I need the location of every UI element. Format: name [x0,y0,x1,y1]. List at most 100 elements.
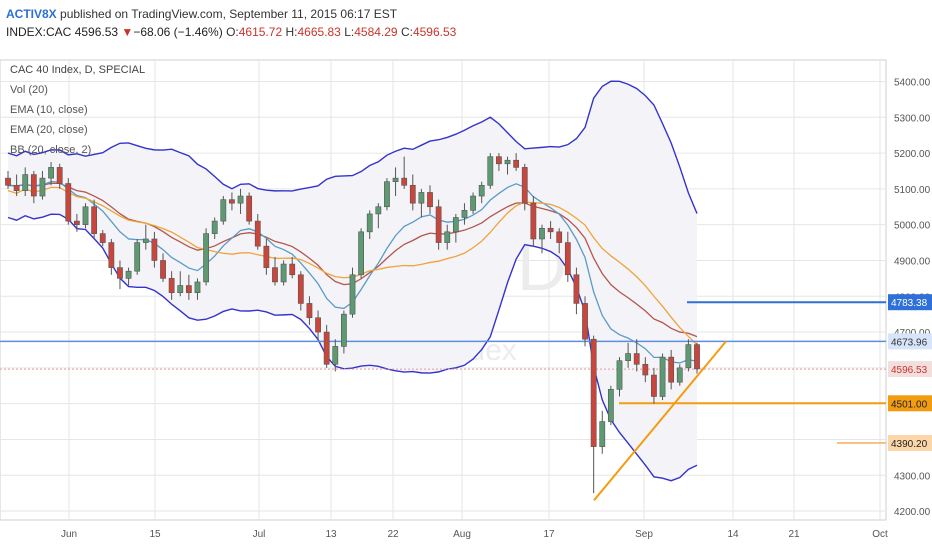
candle [513,153,520,171]
y-tick-label: 5100.00 [894,185,931,196]
price-label-text: 4783.38 [891,298,928,309]
candle-body [125,270,132,279]
candle-body [254,220,261,247]
candle [504,156,511,175]
candle-body [539,227,545,240]
candle [478,181,485,204]
high-label: H: [285,25,298,39]
candle [5,170,11,189]
legend-study-ema10[interactable]: EMA (10, close) [10,104,88,116]
candle [263,238,270,275]
x-tick-label: 15 [149,529,161,540]
candle-body [82,206,89,225]
legend-study-bb[interactable]: BB (20, close, 2) [10,144,92,156]
candle-body [651,374,657,397]
price-label-box [888,434,932,451]
candle [427,185,433,214]
down-arrow-icon: ▼ [121,25,134,39]
candle-body [375,206,382,215]
candle-body [30,174,37,197]
author-link[interactable]: ACTIV8X [6,7,57,21]
candle [556,228,563,254]
candle-body [117,267,123,279]
candle-body [168,278,175,293]
candle-body [263,245,270,268]
candle [332,339,339,372]
price-label-text: 4596.53 [891,365,928,376]
candle-body [341,313,347,347]
legend-study-vol[interactable]: Vol (20) [10,84,48,96]
bollinger-upper [7,80,698,214]
x-tick-label: Sep [635,529,653,540]
candle-body [435,206,442,243]
candle [91,199,98,239]
candle [607,385,614,426]
publish-info: published on TradingView.com, September … [56,7,398,21]
candle [211,217,218,239]
candle-body [91,206,98,234]
candle [530,196,537,247]
candle [341,310,347,354]
candle-body [496,156,502,165]
candle [470,192,476,214]
price-change: −68.06 (−1.46%) [133,25,223,39]
candle-body [478,184,485,197]
y-tick-label: 5300.00 [894,113,931,124]
legend-study-ema20[interactable]: EMA (20, close) [10,124,88,136]
y-tick-label: 4200.00 [894,507,931,518]
candle-body [444,231,451,243]
candle-body [676,367,683,383]
y-tick-label: 5000.00 [894,221,931,232]
candle-body [280,263,287,283]
candle-body [237,195,244,204]
candle-body [694,344,700,370]
candle-body [134,242,141,272]
close-label: C: [400,25,413,39]
candle-body [470,195,476,211]
candle [366,210,373,239]
candle-body [599,421,606,447]
candle-body [332,346,339,365]
candle [323,324,330,368]
candle [625,342,631,368]
candle [272,256,278,286]
candle [496,153,502,171]
candle [633,339,640,372]
price-label-text: 4390.20 [891,439,928,450]
symbol-label: INDEX:CAC [6,25,72,39]
candle-body [547,227,554,233]
y-tick-label: 5400.00 [894,77,931,88]
y-tick-label: 4900.00 [894,256,931,267]
candle [685,339,692,372]
candle [160,253,166,282]
candle [151,231,158,268]
candle-body [366,213,373,233]
candle [659,353,666,401]
candle-body [607,389,614,422]
candle-body [108,242,115,268]
candle-body [315,317,321,333]
candle [694,342,700,374]
candle-body [625,353,631,362]
candle [452,213,459,243]
candle-body [211,220,218,234]
x-tick-label: 21 [788,529,800,540]
x-tick-label: 22 [387,529,399,540]
candle [237,188,244,214]
x-tick-label: Jul [253,529,266,540]
candle-body [564,242,571,276]
price-label-text: 4501.00 [891,399,928,410]
candle [48,162,54,186]
candle [676,364,683,386]
y-tick-label: 5200.00 [894,149,931,160]
legend-title[interactable]: CAC 40 Index, D, SPECIAL [10,64,146,76]
low-label: L: [344,25,355,39]
price-chart[interactable]: 4200.004300.004400.004500.004600.004700.… [0,44,932,550]
candle-body [401,177,408,186]
price-label-box [888,294,932,311]
candle [642,357,649,383]
candle [358,228,364,279]
candle-body [530,202,537,240]
candle [487,153,494,189]
low-value: 4584.29 [354,25,398,39]
